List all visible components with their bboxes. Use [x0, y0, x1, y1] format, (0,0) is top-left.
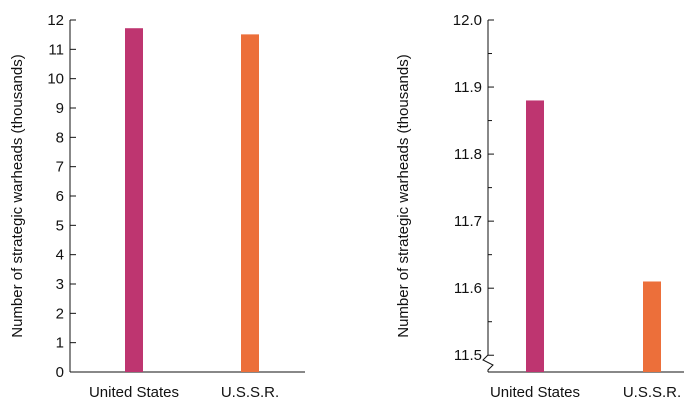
- chart-2-y-tick-label: 11.6: [454, 280, 482, 297]
- chart-1-y-tick-label: 11: [48, 41, 64, 58]
- chart-2-y-tick-label: 11.9: [454, 79, 482, 96]
- chart-1-bar-united-states: [125, 28, 143, 373]
- chart-1-y-tick-label: 6: [56, 188, 64, 205]
- chart-1-y-tick-label: 1: [56, 335, 64, 352]
- chart-1-category-label: United States: [89, 384, 179, 401]
- chart-1-y-axis-title: Number of strategic warheads (thousands): [9, 54, 26, 337]
- chart-1-y-tick-label: 7: [56, 159, 64, 176]
- chart-2-y-tick-label: 11.5: [454, 347, 482, 364]
- chart-2-y-axis-title: Number of strategic warheads (thousands): [395, 54, 412, 337]
- chart-1-y-tick-label: 4: [56, 247, 64, 264]
- chart-1-bar-ussr: [241, 34, 259, 373]
- chart-1-category-label: U.S.S.R.: [221, 384, 279, 401]
- chart-2-category-label: U.S.S.R.: [623, 384, 681, 401]
- chart-2-y-tick-label: 11.7: [454, 213, 482, 230]
- chart-1-y-tick-label: 9: [56, 100, 64, 117]
- chart-2-bar-ussr: [643, 281, 661, 372]
- chart-2-bar-united-states: [526, 100, 544, 372]
- chart-2-y-tick-label: 12.0: [453, 12, 482, 29]
- chart-1-y-tick-label: 12: [47, 12, 64, 29]
- chart-1-y-tick-label: 5: [56, 217, 64, 234]
- chart-1-y-tick-label: 3: [56, 276, 64, 293]
- chart-1-y-tick-label: 8: [56, 129, 64, 146]
- chart-1-y-tick-label: 0: [56, 364, 64, 381]
- chart-2-category-label: United States: [490, 384, 580, 401]
- chart-1-y-tick-label: 10: [47, 71, 64, 88]
- chart-2-y-tick-label: 11.8: [454, 146, 482, 163]
- chart-1-y-tick-label: 2: [56, 305, 64, 322]
- chart-2-axis-break-mark: [482, 354, 494, 372]
